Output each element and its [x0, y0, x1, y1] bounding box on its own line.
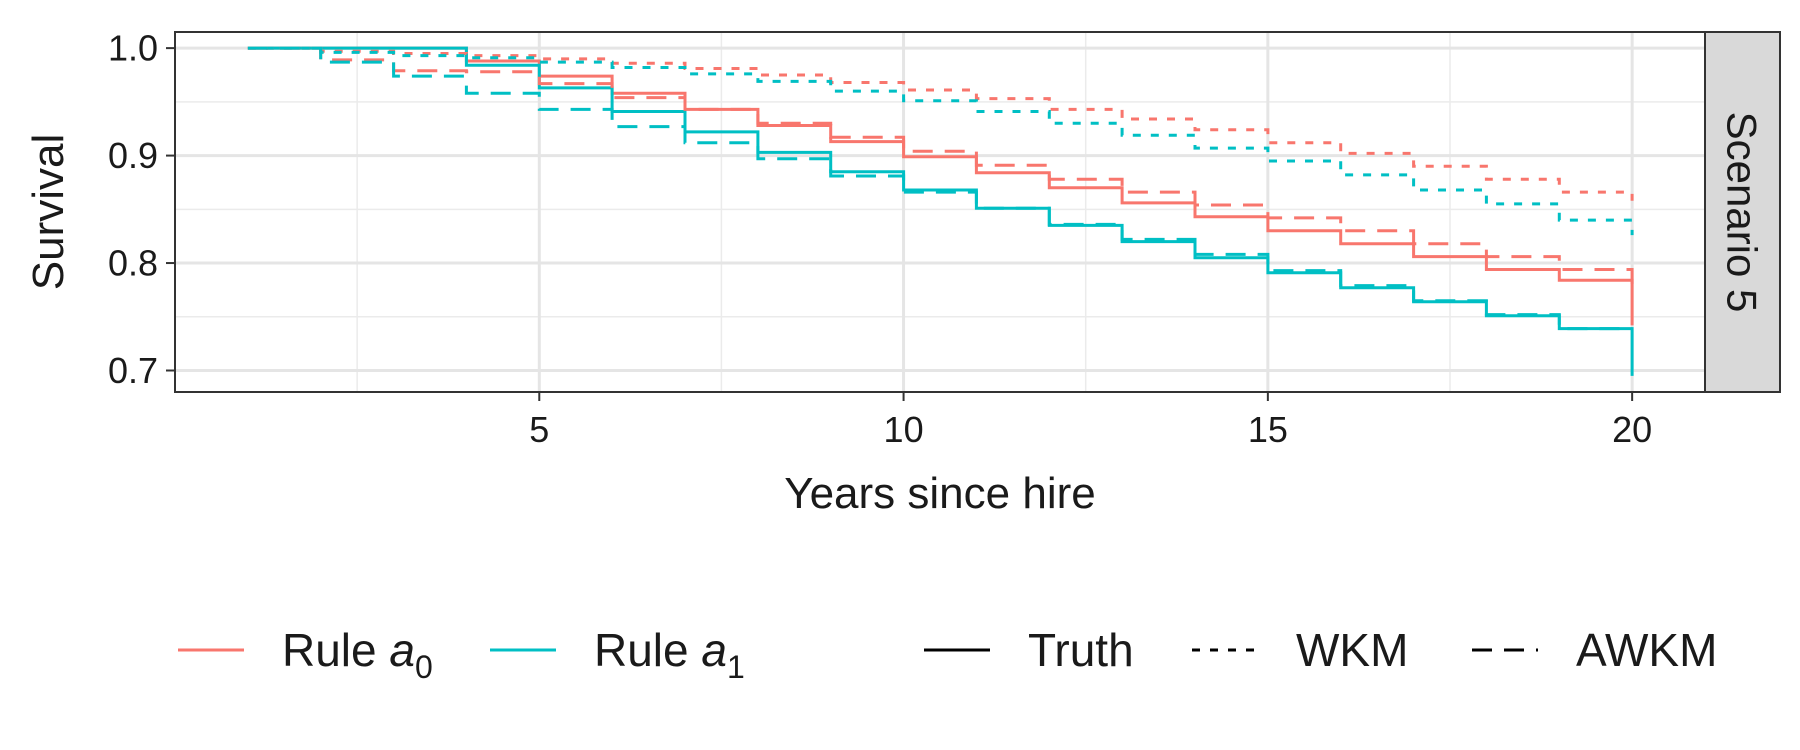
- x-tick-label: 10: [884, 409, 924, 450]
- x-tick-label: 15: [1248, 409, 1288, 450]
- x-axis: 5 10 15 20: [529, 392, 1652, 450]
- legend-label-rule-a0-text: Rule: [282, 624, 389, 676]
- legend-label-rule-a0-subscript: 0: [415, 649, 433, 685]
- y-tick-label: 1.0: [108, 28, 158, 69]
- x-axis-title: Years since hire: [784, 469, 1095, 518]
- y-axis-title: Survival: [24, 134, 73, 291]
- x-tick-label: 5: [529, 409, 549, 450]
- facet-strip-label: Scenario 5: [1719, 112, 1766, 313]
- legend-label-rule-a1-symbol: a: [701, 624, 727, 676]
- legend-label-awkm: AWKM: [1576, 624, 1717, 676]
- legend-label-rule-a1-subscript: 1: [727, 649, 745, 685]
- legend-label-wkm: WKM: [1296, 624, 1408, 676]
- legend-label-rule-a1: Rule a1: [594, 624, 745, 685]
- legend-label-rule-a0-symbol: a: [389, 624, 415, 676]
- y-tick-label: 0.9: [108, 135, 158, 176]
- y-tick-label: 0.7: [108, 350, 158, 391]
- y-axis: 0.7 0.8 0.9 1.0: [108, 28, 175, 391]
- series-wkm-rule-a0: [247, 46, 1634, 201]
- legend-label-truth: Truth: [1028, 624, 1134, 676]
- facet-strip-box: [1704, 31, 1781, 393]
- x-tick-label: 20: [1612, 409, 1652, 450]
- legend-label-rule-a0: Rule a0: [282, 624, 433, 685]
- legend: Rule a0 Rule a1 Truth WKM AWKM: [178, 624, 1717, 685]
- series-awkm-rule-a1: [247, 46, 1633, 331]
- y-tick-label: 0.8: [108, 243, 158, 284]
- legend-label-rule-a1-text: Rule: [594, 624, 701, 676]
- series-awkm-rule-a0: [247, 46, 1634, 285]
- series-layer: [247, 46, 1634, 376]
- series-wkm-rule-a1: [247, 46, 1634, 236]
- facet-strip: Scenario 5: [1704, 31, 1781, 393]
